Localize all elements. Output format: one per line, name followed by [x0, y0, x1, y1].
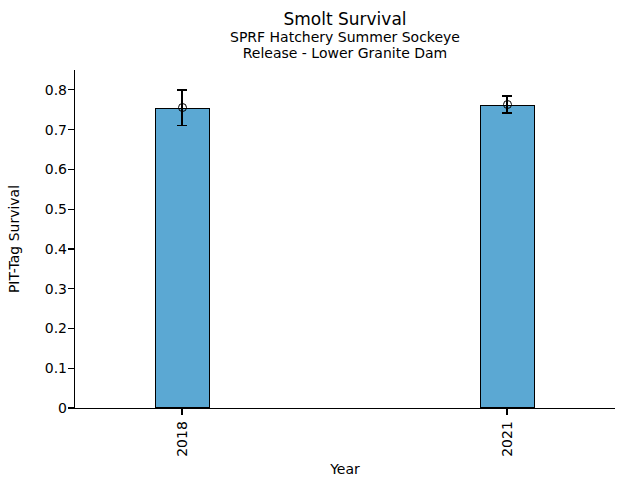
chart-figure: Smolt Survival SPRF Hatchery Summer Sock… [0, 0, 640, 480]
x-axis-label: Year [75, 461, 615, 477]
y-tick [68, 407, 75, 408]
y-tick-label: 0.4 [0, 241, 67, 257]
x-axis-spine [74, 408, 615, 409]
marker-open-circle [503, 100, 512, 109]
x-tick-label: 2021 [499, 404, 515, 474]
y-tick-label: 0.6 [0, 161, 67, 177]
y-tick-label: 0.8 [0, 82, 67, 98]
y-tick [68, 209, 75, 210]
y-tick [68, 368, 75, 369]
bar-2018 [155, 108, 210, 408]
marker-open-circle [178, 103, 187, 112]
y-tick-label: 0.2 [0, 320, 67, 336]
error-cap-top [502, 95, 512, 97]
y-tick-label: 0.3 [0, 281, 67, 297]
chart-title: Smolt Survival [75, 10, 615, 29]
error-cap-bottom [177, 125, 187, 127]
x-tick-label: 2018 [174, 404, 190, 474]
chart-subtitle-line1: SPRF Hatchery Summer Sockeye [75, 29, 615, 45]
y-tick [68, 169, 75, 170]
y-tick-label: 0.7 [0, 122, 67, 138]
bar-2021 [480, 105, 535, 408]
y-tick-label: 0.5 [0, 201, 67, 217]
y-tick [68, 248, 75, 249]
y-tick [68, 129, 75, 130]
error-cap-top [177, 89, 187, 91]
chart-subtitle-line2: Release - Lower Granite Dam [75, 45, 615, 61]
y-tick [68, 89, 75, 90]
y-axis-spine [74, 70, 75, 409]
y-tick-label: 0.1 [0, 360, 67, 376]
y-tick [68, 288, 75, 289]
error-cap-bottom [502, 112, 512, 114]
y-tick-label: 0 [0, 400, 67, 416]
y-tick [68, 328, 75, 329]
